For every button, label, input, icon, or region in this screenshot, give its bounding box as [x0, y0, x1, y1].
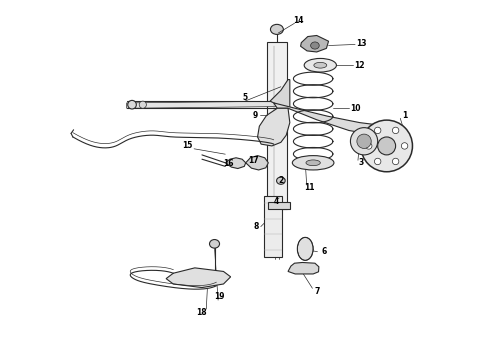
Ellipse shape	[276, 177, 285, 184]
Ellipse shape	[374, 158, 381, 165]
Text: 13: 13	[356, 39, 367, 48]
Ellipse shape	[210, 239, 220, 248]
Text: 19: 19	[215, 292, 225, 301]
Ellipse shape	[401, 143, 408, 149]
Ellipse shape	[293, 156, 334, 170]
Text: 12: 12	[354, 61, 365, 70]
Text: 14: 14	[294, 16, 304, 25]
Ellipse shape	[306, 160, 320, 166]
Polygon shape	[267, 42, 287, 209]
Text: 18: 18	[196, 308, 207, 317]
Polygon shape	[288, 262, 319, 274]
Text: 17: 17	[248, 156, 259, 165]
Text: 11: 11	[304, 183, 315, 192]
Ellipse shape	[378, 137, 395, 155]
Ellipse shape	[314, 62, 327, 68]
Ellipse shape	[392, 158, 399, 165]
Polygon shape	[126, 101, 288, 108]
Text: 6: 6	[321, 247, 326, 256]
Ellipse shape	[374, 127, 381, 134]
Polygon shape	[274, 103, 378, 134]
Text: 3: 3	[359, 158, 364, 167]
Polygon shape	[166, 268, 231, 288]
Polygon shape	[258, 108, 290, 146]
Text: 4: 4	[274, 197, 279, 206]
Ellipse shape	[392, 127, 399, 134]
Ellipse shape	[304, 58, 337, 72]
Polygon shape	[245, 156, 269, 170]
Ellipse shape	[350, 128, 378, 155]
Ellipse shape	[361, 120, 413, 172]
Ellipse shape	[297, 237, 313, 260]
Polygon shape	[265, 196, 282, 257]
Polygon shape	[300, 36, 329, 52]
Text: 10: 10	[350, 104, 361, 113]
Text: 15: 15	[182, 141, 193, 150]
Ellipse shape	[357, 134, 371, 148]
Polygon shape	[270, 80, 290, 108]
Text: 9: 9	[252, 111, 258, 120]
Ellipse shape	[366, 143, 372, 149]
Polygon shape	[225, 158, 245, 168]
Text: 16: 16	[223, 159, 234, 168]
Text: 5: 5	[243, 93, 247, 102]
Ellipse shape	[139, 101, 147, 108]
Ellipse shape	[128, 100, 136, 109]
Text: 8: 8	[253, 222, 258, 231]
Ellipse shape	[270, 24, 283, 35]
Text: 1: 1	[402, 111, 407, 120]
Polygon shape	[269, 202, 290, 209]
Text: 7: 7	[314, 287, 319, 296]
Ellipse shape	[311, 42, 319, 49]
Text: 2: 2	[278, 176, 284, 185]
